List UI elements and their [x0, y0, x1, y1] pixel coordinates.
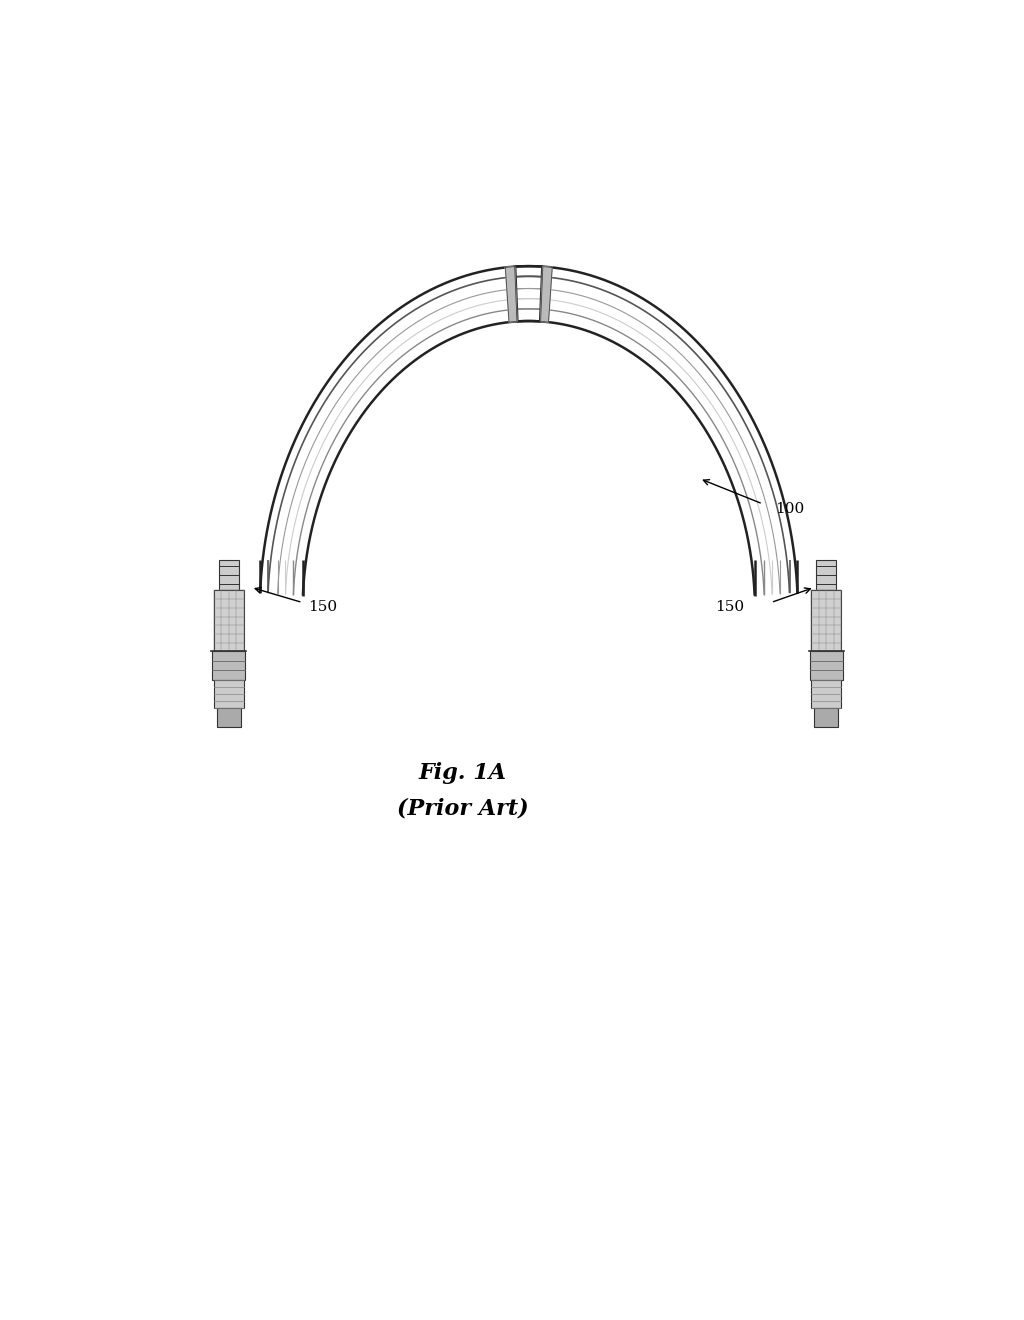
- Polygon shape: [541, 267, 552, 322]
- Bar: [212, 651, 246, 680]
- Polygon shape: [505, 267, 517, 322]
- Text: Fig. 1A: Fig. 1A: [419, 763, 507, 784]
- Bar: [811, 680, 842, 709]
- Bar: [219, 560, 239, 590]
- Bar: [810, 651, 843, 680]
- Bar: [217, 709, 241, 726]
- Bar: [816, 560, 837, 590]
- Text: (Prior Art): (Prior Art): [397, 797, 528, 820]
- Text: 100: 100: [775, 502, 804, 516]
- Bar: [214, 680, 244, 709]
- Bar: [814, 709, 839, 726]
- Bar: [811, 590, 842, 651]
- Bar: [214, 590, 244, 651]
- Text: 150: 150: [308, 599, 337, 614]
- Text: 150: 150: [715, 599, 744, 614]
